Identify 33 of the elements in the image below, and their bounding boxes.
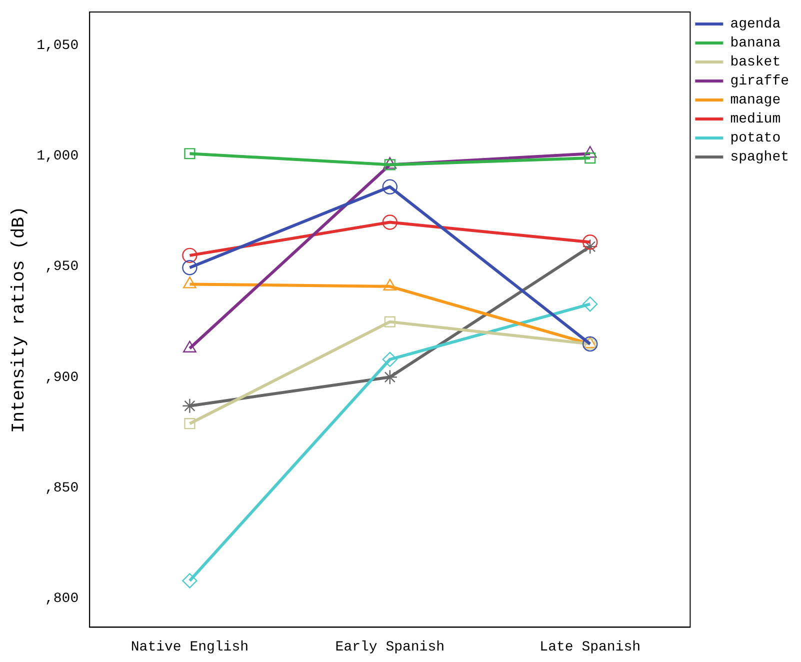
point — [182, 260, 198, 276]
point — [582, 234, 598, 250]
y-tick-label: ,950 — [44, 259, 79, 276]
point — [382, 179, 398, 194]
legend-label: manage — [730, 92, 781, 109]
legend-label: basket — [730, 54, 781, 71]
legend-label: banana — [730, 36, 781, 52]
y-tick-label: 1,000 — [36, 148, 79, 165]
y-tick-label: ,800 — [44, 591, 79, 608]
x-tick-label: Native English — [130, 639, 249, 656]
legend-label: agenda — [730, 16, 781, 33]
point — [382, 352, 398, 368]
point — [184, 148, 196, 160]
point — [382, 214, 398, 230]
y-tick-label: 1,050 — [36, 38, 79, 54]
point — [582, 296, 598, 312]
legend-label: potato — [730, 130, 781, 147]
point — [384, 316, 396, 328]
point — [582, 238, 598, 254]
point — [584, 152, 596, 164]
point — [182, 398, 198, 414]
legend-label: medium — [730, 112, 781, 128]
point — [182, 573, 198, 588]
y-tick-label: ,900 — [44, 370, 79, 386]
x-tick-label: Early Spanish — [335, 639, 445, 656]
point — [182, 248, 198, 264]
point — [382, 370, 398, 385]
x-tick-label: Late Spanish — [540, 639, 641, 656]
y-axis-title: Intensity ratios (dB) — [10, 206, 30, 434]
y-tick-label: ,850 — [44, 480, 79, 496]
legend-label: spaghet — [730, 150, 790, 166]
legend-label: giraffe — [730, 74, 790, 90]
point — [184, 418, 196, 430]
